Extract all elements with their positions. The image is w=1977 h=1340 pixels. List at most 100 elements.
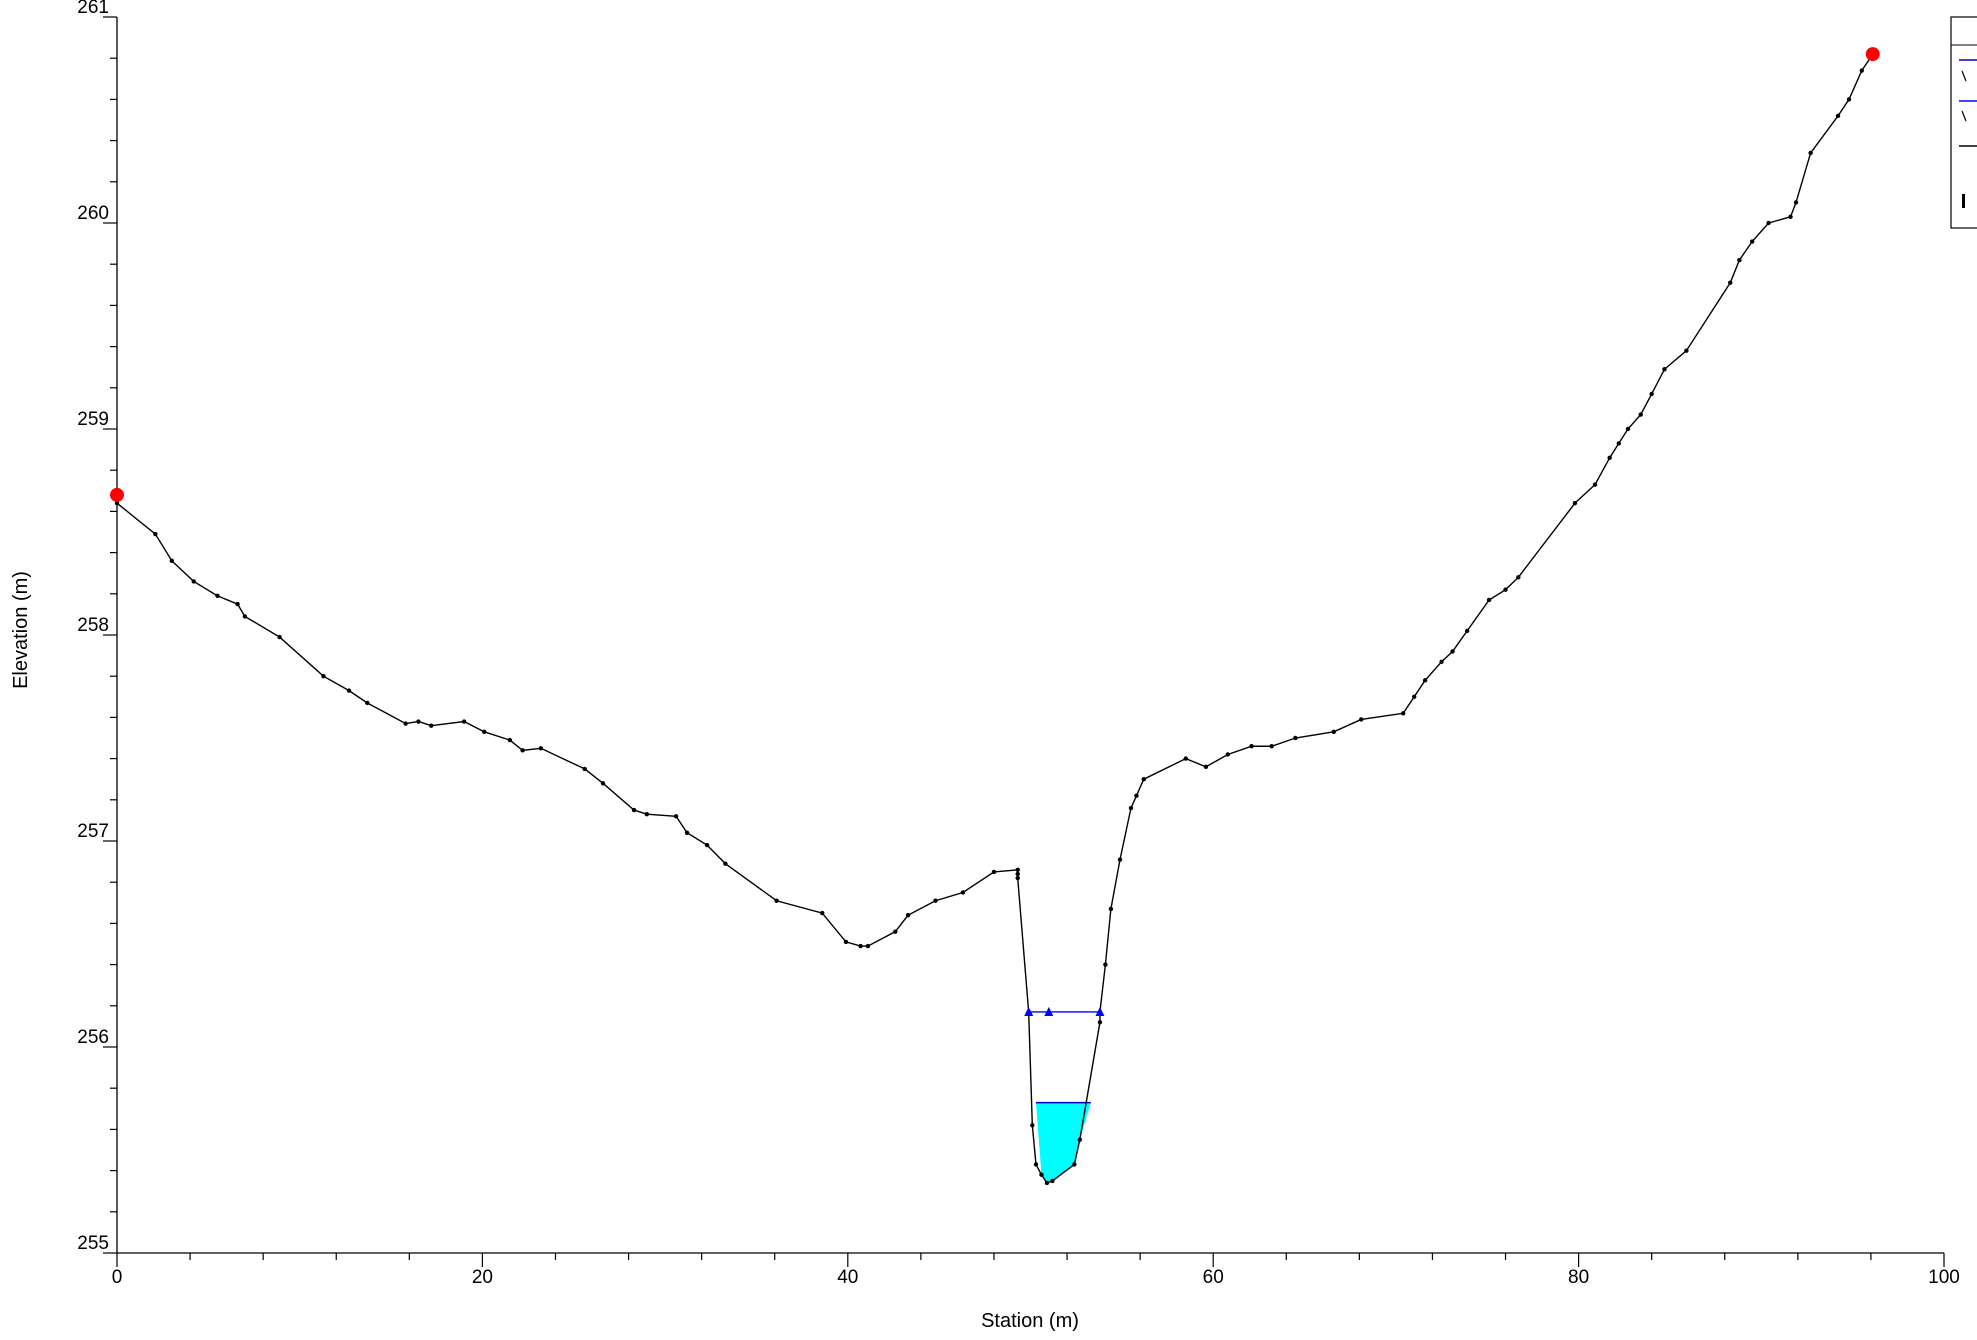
ground-point <box>1077 1137 1083 1142</box>
critical-ws-marker <box>1044 1006 1054 1016</box>
axes-layer: 0 20 40 60 80 100 255 256 257 258 259 260 261 <box>77 0 1960 1288</box>
ground-point <box>1103 962 1108 967</box>
ground-point <box>933 898 938 903</box>
ground-point <box>1572 500 1578 506</box>
ground-point <box>1183 756 1188 761</box>
ground-point <box>1108 906 1114 912</box>
y-tick-label: 257 <box>77 821 109 842</box>
legend-bank-label-fragment <box>1962 194 1965 208</box>
ground-point <box>520 748 525 753</box>
ground-point <box>1203 764 1209 770</box>
y-axis-label: Elevation (m) <box>10 571 32 689</box>
ground-point <box>1249 744 1254 749</box>
ground-point <box>538 746 544 751</box>
y-tick-label: 256 <box>77 1027 109 1048</box>
x-tick-label: 60 <box>1203 1267 1224 1288</box>
ground-point <box>1788 214 1793 220</box>
ground-point <box>365 700 370 706</box>
ground-point <box>1749 239 1755 244</box>
ground-point <box>153 531 158 537</box>
ground-point <box>461 719 467 724</box>
x-tick-label: 0 <box>112 1267 123 1288</box>
ground-point <box>1117 857 1123 862</box>
ground-point <box>242 614 248 619</box>
ground-point <box>1015 875 1020 881</box>
ground-point <box>1728 280 1733 285</box>
y-tick-label: 261 <box>77 0 109 18</box>
ground-point <box>1331 729 1336 735</box>
x-tick-label: 100 <box>1928 1267 1960 1288</box>
ground-point <box>482 729 487 735</box>
ground-point <box>774 898 779 903</box>
ground-point <box>321 674 326 679</box>
ground-point <box>1141 777 1146 782</box>
ground-point <box>684 830 690 835</box>
ground-point <box>1684 348 1689 353</box>
ground-point <box>1503 587 1508 592</box>
ground-point <box>1638 412 1643 417</box>
x-tick-label: 40 <box>837 1267 858 1288</box>
bank-station-marker <box>110 487 124 502</box>
ground-point <box>1050 1178 1055 1184</box>
ground-point <box>114 500 120 506</box>
ground-point <box>1662 367 1667 372</box>
x-tick-label: 20 <box>472 1267 493 1288</box>
ground-point <box>1134 793 1139 798</box>
ground-point <box>644 812 650 817</box>
ground-point <box>1439 659 1444 664</box>
ground-point <box>673 814 679 819</box>
x-axis-label: Station (m) <box>981 1310 1079 1332</box>
ground-point <box>843 939 849 945</box>
ground-point <box>1015 871 1020 877</box>
critical-ws-marker <box>1095 1006 1105 1016</box>
legend-ws-label-fragment <box>1961 70 1967 82</box>
ground-point <box>507 737 513 743</box>
ground-point <box>1044 1180 1050 1186</box>
ground-point <box>277 634 282 640</box>
ground-point <box>1450 649 1455 654</box>
ground-point <box>723 861 728 866</box>
critical-ws-marker <box>1024 1006 1034 1016</box>
ground-point <box>1859 68 1864 73</box>
ground-point <box>1358 717 1364 722</box>
ground-line <box>116 53 1874 1184</box>
ground-point <box>1401 711 1406 716</box>
ground-point <box>1039 1172 1044 1177</box>
ground-point <box>704 842 710 848</box>
ground-point <box>858 943 863 949</box>
ground-point <box>1793 200 1799 205</box>
ground-point <box>1835 113 1841 119</box>
ground-point <box>169 558 175 564</box>
ground-point <box>215 593 220 599</box>
ground-point <box>991 869 997 875</box>
ground-point <box>1269 744 1274 749</box>
x-tick-label: 80 <box>1568 1267 1589 1288</box>
ground-point <box>191 579 196 584</box>
ground-layer <box>114 51 1875 1186</box>
ground-point <box>865 943 871 949</box>
ground-point <box>1422 678 1428 683</box>
ground-point <box>1030 1123 1035 1128</box>
ground-point <box>1592 482 1598 487</box>
bank-station-marker <box>1865 47 1880 62</box>
ground-point <box>1411 694 1417 699</box>
ground-point <box>631 807 637 813</box>
ground-point <box>1607 455 1612 461</box>
ground-point <box>1464 628 1470 634</box>
ground-point <box>346 688 352 693</box>
legend-frame <box>1950 16 1977 229</box>
ground-point <box>1649 391 1654 397</box>
y-tick-label: 260 <box>77 203 109 224</box>
ground-point <box>1766 220 1771 226</box>
ground-point <box>582 766 587 772</box>
ground-point <box>1097 1020 1103 1025</box>
ground-point <box>820 910 825 916</box>
water-area-layer <box>1035 1101 1091 1183</box>
ground-point <box>893 929 898 934</box>
y-tick-label: 258 <box>77 615 109 636</box>
ground-point <box>1486 597 1492 603</box>
water-area <box>1035 1102 1091 1183</box>
ground-point <box>1616 441 1621 446</box>
